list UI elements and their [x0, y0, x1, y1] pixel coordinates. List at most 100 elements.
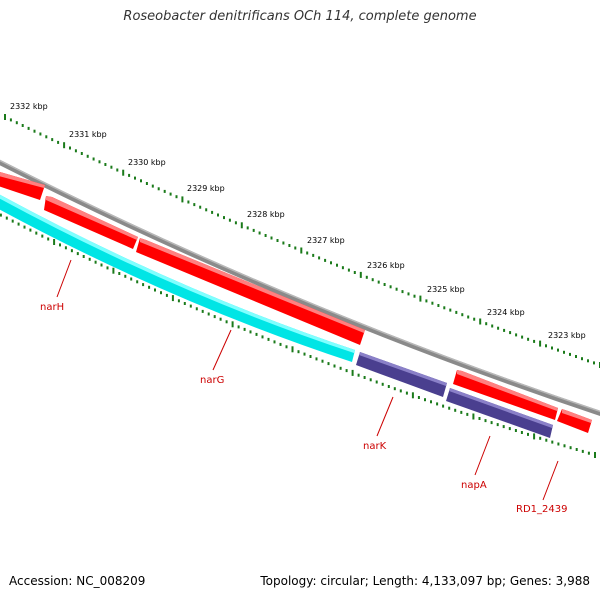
tick-mark — [199, 205, 202, 209]
tick-mark — [339, 366, 342, 370]
tick-mark — [217, 213, 219, 217]
tick-mark — [399, 389, 402, 393]
tick-mark — [9, 118, 12, 122]
gene-arrow-purple[interactable] — [356, 352, 447, 397]
tick-mark — [551, 346, 553, 350]
tick-mark — [575, 448, 578, 451]
tick-mark — [587, 451, 590, 455]
tick-mark — [557, 442, 560, 446]
tick-mark — [300, 247, 303, 254]
gene-arrow[interactable] — [136, 238, 365, 345]
tick-mark — [551, 440, 554, 444]
tick-mark — [430, 400, 432, 404]
tick-mark — [148, 285, 151, 289]
tick-mark — [419, 295, 422, 302]
tick-mark — [59, 243, 61, 247]
tick-mark — [82, 255, 85, 258]
tick-mark — [309, 355, 312, 358]
tick-mark — [63, 142, 66, 149]
tick-mark — [118, 272, 121, 275]
tick-mark — [351, 369, 354, 376]
tick-mark — [291, 346, 294, 353]
tick-mark — [333, 364, 336, 368]
tick-mark — [219, 317, 222, 321]
tick-mark — [395, 287, 398, 291]
tick-mark — [417, 396, 420, 399]
tick-mark — [520, 431, 523, 434]
tick-mark — [405, 391, 408, 395]
gene-arrow-cyan[interactable] — [0, 192, 355, 362]
gene-arrow-purple[interactable] — [446, 388, 553, 438]
tick-mark — [563, 444, 566, 448]
tick-mark — [527, 337, 530, 341]
tick-mark — [189, 304, 192, 308]
tick-mark — [327, 362, 330, 366]
tick-mark — [45, 135, 48, 139]
gene-label-napA[interactable]: napA — [461, 480, 487, 491]
gene-arrow[interactable] — [44, 196, 138, 249]
tick-mark — [98, 160, 101, 164]
tick-mark — [448, 406, 451, 410]
tick-mark — [479, 318, 482, 325]
gene-arrow[interactable] — [557, 409, 592, 433]
tick-mark — [41, 234, 44, 238]
tick-mark — [594, 452, 596, 458]
tick-mark — [17, 222, 20, 226]
ruler-label: 2329 kbp — [187, 184, 225, 193]
gene-leaders — [56, 259, 559, 501]
tick-mark — [306, 251, 309, 255]
gene-arrow[interactable] — [453, 370, 558, 420]
tick-mark — [136, 280, 139, 284]
tick-mark — [21, 124, 24, 127]
tick-mark — [491, 324, 494, 328]
tick-mark — [106, 266, 109, 270]
tick-mark — [425, 299, 428, 303]
tick-mark — [177, 299, 180, 303]
tick-mark — [234, 221, 237, 225]
tick-mark — [104, 163, 107, 166]
tick-mark — [321, 359, 324, 363]
tick-mark — [243, 327, 246, 331]
tick-mark — [88, 257, 91, 261]
tick-mark — [359, 271, 362, 278]
map-title: Roseobacter denitrificans OCh 114, compl… — [123, 9, 477, 24]
tick-mark — [183, 302, 186, 305]
tick-mark — [455, 310, 458, 314]
tick-mark — [0, 213, 2, 217]
tick-mark — [169, 192, 172, 196]
tick-mark — [581, 449, 584, 453]
tick-mark — [503, 328, 506, 332]
tick-mark — [175, 195, 178, 199]
tick-mark — [497, 326, 500, 330]
tick-mark — [276, 239, 279, 242]
tick-mark — [318, 256, 321, 260]
tick-mark — [237, 325, 240, 329]
tick-mark — [413, 294, 416, 298]
tick-mark — [205, 208, 208, 212]
tick-mark — [389, 285, 392, 289]
tick-mark — [521, 335, 524, 339]
gene-label-narK[interactable]: narK — [363, 441, 387, 452]
tick-mark — [443, 306, 446, 310]
tick-mark — [273, 340, 276, 344]
gene-label-RD1_2439[interactable]: RD1_2439 — [516, 504, 567, 515]
tick-mark — [411, 392, 414, 399]
tick-mark — [563, 350, 565, 354]
tick-mark — [165, 293, 168, 297]
tick-mark — [33, 129, 36, 133]
tick-mark — [157, 187, 160, 191]
gene-label-narH[interactable]: narH — [40, 302, 64, 313]
tick-mark — [267, 337, 270, 341]
tick-mark — [195, 307, 198, 311]
tick-mark — [240, 222, 243, 229]
tick-mark — [181, 196, 184, 203]
ruler-ticks — [4, 114, 600, 368]
tick-mark — [213, 315, 216, 319]
gene-label-narG[interactable]: narG — [200, 375, 224, 386]
tick-mark — [393, 387, 396, 391]
gene-arrow[interactable] — [0, 171, 45, 200]
tick-mark — [128, 173, 131, 177]
tick-mark — [575, 355, 577, 358]
tick-mark — [347, 268, 350, 272]
tick-mark — [473, 317, 476, 321]
